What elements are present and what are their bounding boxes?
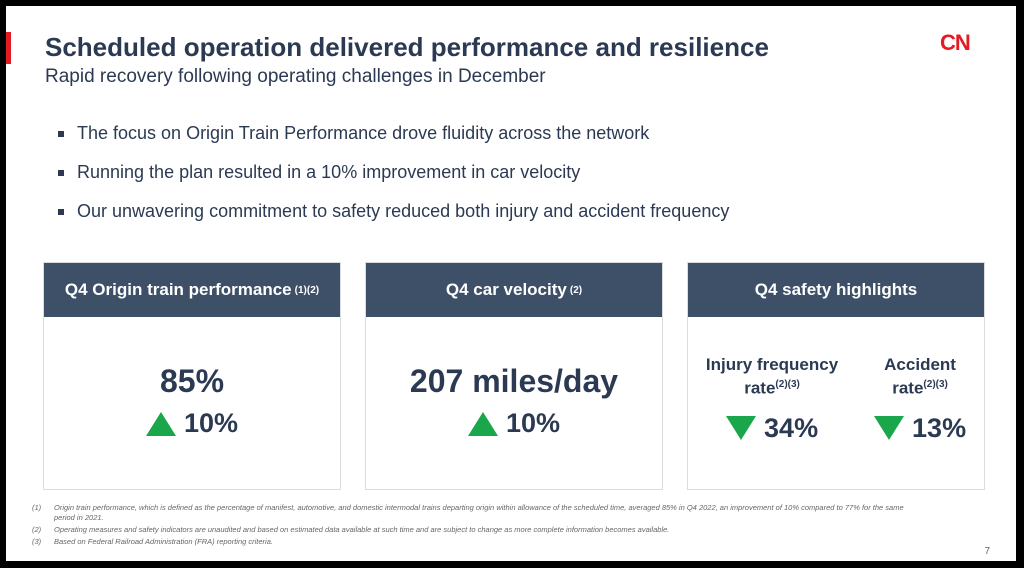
up-arrow-icon — [467, 411, 498, 436]
footnote-ref: (1)(2) — [294, 284, 320, 296]
metric-change: 10% — [366, 408, 662, 439]
change-value: 10% — [183, 408, 239, 438]
card-title: Q4 safety highlights — [754, 280, 918, 299]
metric-change: 34% — [706, 413, 838, 444]
card-header: Q4 car velocity (2) — [366, 263, 662, 317]
bullet-text: The focus on Origin Train Performance dr… — [77, 123, 650, 143]
label-line: rate — [744, 378, 776, 398]
footnote-text: Operating measures and safety indicators… — [54, 525, 670, 534]
card-header: Q4 Origin train performance (1)(2) — [44, 263, 340, 317]
down-arrow-icon — [726, 416, 757, 441]
footnote-ref: (2)(3) — [775, 379, 800, 390]
footnote-ref: (2)(3) — [923, 379, 948, 390]
accent-bar — [6, 32, 11, 64]
metric-value: 207 miles/day — [409, 363, 619, 399]
metric-value: 85% — [159, 363, 225, 399]
page-subtitle: Rapid recovery following operating chall… — [45, 66, 546, 87]
bullet-text: Running the plan resulted in a 10% impro… — [77, 162, 581, 182]
metric-label: Accident rate(2)(3) — [874, 355, 966, 399]
footnote-text: Origin train performance, which is defin… — [54, 503, 904, 522]
footnote-number: (3) — [32, 537, 42, 546]
bullet-icon — [58, 208, 64, 215]
metric-label: Injury frequency rate(2)(3) — [706, 355, 838, 399]
footnotes: (1) Origin train performance, which is de… — [32, 503, 912, 549]
card-safety-highlights: Q4 safety highlights Injury frequency rat… — [687, 262, 985, 490]
card-header: Q4 safety highlights — [688, 263, 984, 317]
up-arrow-icon — [145, 411, 176, 436]
bullet-text: Our unwavering commitment to safety redu… — [77, 201, 730, 221]
change-value: 13% — [912, 412, 967, 443]
footnote: (2) Operating measures and safety indicat… — [32, 525, 912, 535]
card-origin-train-performance: Q4 Origin train performance (1)(2) 85% 10… — [43, 262, 341, 490]
footnote-number: (2) — [32, 525, 42, 534]
injury-frequency-metric: Injury frequency rate(2)(3) 34% — [706, 355, 838, 444]
change-value: 10% — [505, 408, 561, 438]
card-car-velocity: Q4 car velocity (2) 207 miles/day 10% — [365, 262, 663, 490]
page-title: Scheduled operation delivered performanc… — [45, 32, 769, 62]
footnote: (3) Based on Federal Railroad Administrat… — [32, 537, 912, 547]
footnote-text: Based on Federal Railroad Administration… — [54, 537, 273, 546]
bullet-list: The focus on Origin Train Performance dr… — [58, 114, 729, 231]
label-line: Accident — [884, 355, 956, 374]
change-value: 34% — [764, 412, 819, 443]
footnote: (1) Origin train performance, which is de… — [32, 503, 912, 523]
page-number: 7 — [984, 546, 990, 557]
slide: Scheduled operation delivered performanc… — [6, 6, 1016, 561]
down-arrow-icon — [874, 416, 905, 441]
footnote-number: (1) — [32, 503, 42, 512]
card-title: Q4 Origin train performance — [64, 280, 292, 299]
cn-logo: CN — [940, 30, 971, 55]
bullet-icon — [58, 169, 64, 176]
label-line: Injury frequency — [705, 355, 839, 374]
bullet-item: The focus on Origin Train Performance dr… — [58, 114, 729, 153]
bullet-item: Running the plan resulted in a 10% impro… — [58, 153, 729, 192]
bullet-item: Our unwavering commitment to safety redu… — [58, 192, 729, 231]
metric-change: 10% — [44, 408, 340, 439]
bullet-icon — [58, 130, 64, 137]
metric-change: 13% — [874, 413, 966, 444]
card-title: Q4 car velocity — [445, 280, 567, 299]
accident-rate-metric: Accident rate(2)(3) 13% — [874, 355, 966, 444]
label-line: rate — [892, 378, 924, 398]
footnote-ref: (2) — [569, 284, 583, 296]
